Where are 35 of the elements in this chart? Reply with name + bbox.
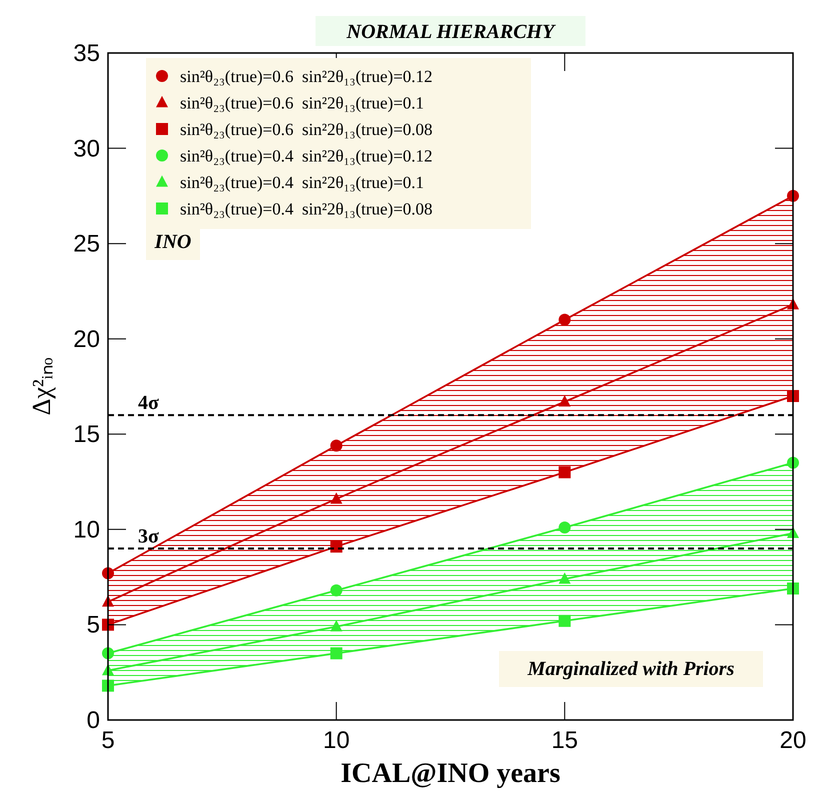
legend-label: sin²θ₂₃(true)=0.4 sin²2θ₁₃(true)=0.12	[180, 146, 433, 166]
legend-label: sin²θ₂₃(true)=0.4 sin²2θ₁₃(true)=0.1	[180, 173, 424, 192]
annotation: Marginalized with Priors	[526, 658, 735, 680]
point	[558, 614, 571, 627]
point	[558, 522, 571, 534]
point	[330, 440, 342, 452]
y-tick-label: 5	[86, 612, 100, 639]
ref-line-label: 3σ	[138, 525, 159, 548]
y-tick-label: 30	[73, 135, 100, 162]
legend-label: sin²θ₂₃(true)=0.4 sin²2θ₁₃(true)=0.08	[180, 200, 433, 218]
y-tick-label: 20	[73, 326, 100, 353]
x-tick-label: 15	[551, 727, 578, 754]
annotation: INO	[154, 231, 192, 253]
y-axis-title: Δχ²ᵢₙₒ	[27, 357, 56, 416]
y-tick-label: 0	[86, 707, 100, 734]
x-tick-label: 20	[780, 727, 806, 754]
y-tick-label: 10	[73, 516, 100, 544]
point	[558, 395, 571, 407]
legend-label: sin²θ₂₃(true)=0.6 sin²2θ₁₃(true)=0.08	[180, 120, 433, 139]
ref-line-label: 4σ	[138, 392, 159, 414]
point	[558, 466, 571, 478]
chart-title: NORMAL HIERARCHY	[346, 21, 556, 43]
point	[330, 584, 342, 596]
y-tick-label: 35	[73, 40, 100, 67]
point	[330, 492, 342, 504]
x-tick-label: 10	[322, 727, 350, 754]
point	[558, 314, 571, 326]
x-axis-title: ICAL@INO years	[340, 758, 560, 789]
y-tick-label: 25	[73, 230, 100, 258]
legend-label: sin²θ₂₃(true)=0.6 sin²2θ₁₃(true)=0.1	[180, 94, 424, 112]
y-tick-label: 15	[73, 421, 100, 448]
point	[558, 572, 571, 584]
point	[330, 647, 342, 660]
point	[330, 620, 342, 632]
legend-label: sin²θ₂₃(true)=0.6 sin²2θ₁₃(true)=0.12	[180, 67, 433, 86]
